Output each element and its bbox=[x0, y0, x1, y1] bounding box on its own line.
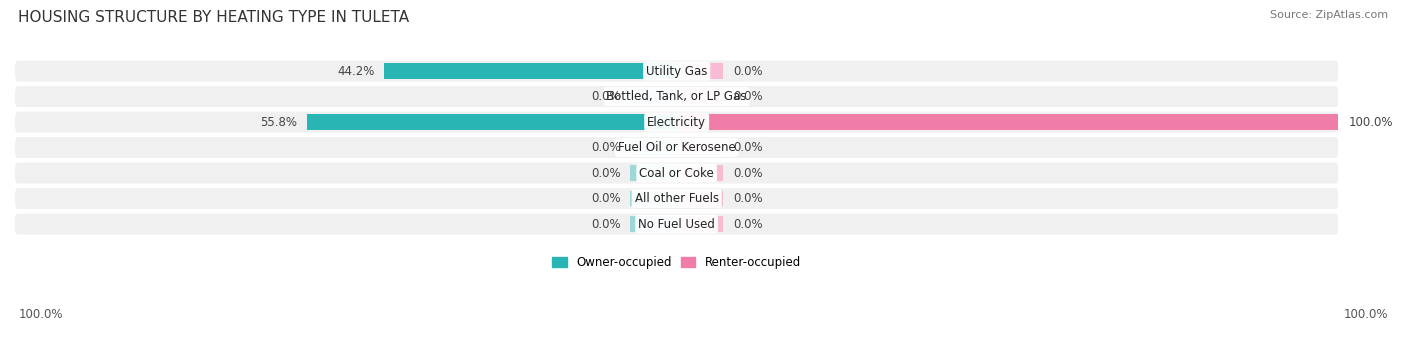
Bar bbox=[630, 89, 676, 104]
Text: Electricity: Electricity bbox=[647, 116, 706, 129]
Bar bbox=[676, 165, 723, 181]
Bar bbox=[676, 64, 723, 79]
Bar bbox=[630, 165, 676, 181]
Bar bbox=[676, 140, 723, 155]
Bar bbox=[676, 89, 723, 104]
Text: 44.2%: 44.2% bbox=[337, 65, 374, 78]
Text: 0.0%: 0.0% bbox=[591, 192, 620, 205]
Text: 0.0%: 0.0% bbox=[733, 141, 762, 154]
Bar bbox=[630, 216, 676, 232]
Text: 0.0%: 0.0% bbox=[591, 141, 620, 154]
FancyBboxPatch shape bbox=[15, 214, 1339, 235]
Text: Fuel Oil or Kerosene: Fuel Oil or Kerosene bbox=[617, 141, 735, 154]
Text: 0.0%: 0.0% bbox=[733, 218, 762, 231]
FancyBboxPatch shape bbox=[15, 163, 1339, 184]
Text: 0.0%: 0.0% bbox=[591, 218, 620, 231]
Text: Coal or Coke: Coal or Coke bbox=[640, 167, 714, 180]
Text: 0.0%: 0.0% bbox=[733, 65, 762, 78]
Text: Source: ZipAtlas.com: Source: ZipAtlas.com bbox=[1270, 10, 1388, 20]
Bar bbox=[630, 191, 676, 206]
Text: 100.0%: 100.0% bbox=[1348, 116, 1393, 129]
Legend: Owner-occupied, Renter-occupied: Owner-occupied, Renter-occupied bbox=[548, 251, 806, 274]
Text: 0.0%: 0.0% bbox=[733, 167, 762, 180]
Text: 100.0%: 100.0% bbox=[18, 308, 63, 321]
Text: All other Fuels: All other Fuels bbox=[634, 192, 718, 205]
Text: 0.0%: 0.0% bbox=[591, 167, 620, 180]
Text: No Fuel Used: No Fuel Used bbox=[638, 218, 716, 231]
FancyBboxPatch shape bbox=[15, 137, 1339, 158]
FancyBboxPatch shape bbox=[15, 86, 1339, 107]
FancyBboxPatch shape bbox=[15, 188, 1339, 209]
Text: 0.0%: 0.0% bbox=[591, 90, 620, 103]
Bar bbox=[676, 191, 723, 206]
Bar bbox=[384, 64, 676, 79]
Bar bbox=[308, 115, 676, 130]
Text: Bottled, Tank, or LP Gas: Bottled, Tank, or LP Gas bbox=[606, 90, 747, 103]
Bar bbox=[676, 216, 723, 232]
Bar bbox=[676, 115, 1339, 130]
Bar bbox=[630, 140, 676, 155]
Text: 0.0%: 0.0% bbox=[733, 192, 762, 205]
Text: 100.0%: 100.0% bbox=[1343, 308, 1388, 321]
Text: 55.8%: 55.8% bbox=[260, 116, 298, 129]
FancyBboxPatch shape bbox=[15, 112, 1339, 133]
Text: HOUSING STRUCTURE BY HEATING TYPE IN TULETA: HOUSING STRUCTURE BY HEATING TYPE IN TUL… bbox=[18, 10, 409, 25]
FancyBboxPatch shape bbox=[15, 61, 1339, 82]
Text: Utility Gas: Utility Gas bbox=[645, 65, 707, 78]
Text: 0.0%: 0.0% bbox=[733, 90, 762, 103]
